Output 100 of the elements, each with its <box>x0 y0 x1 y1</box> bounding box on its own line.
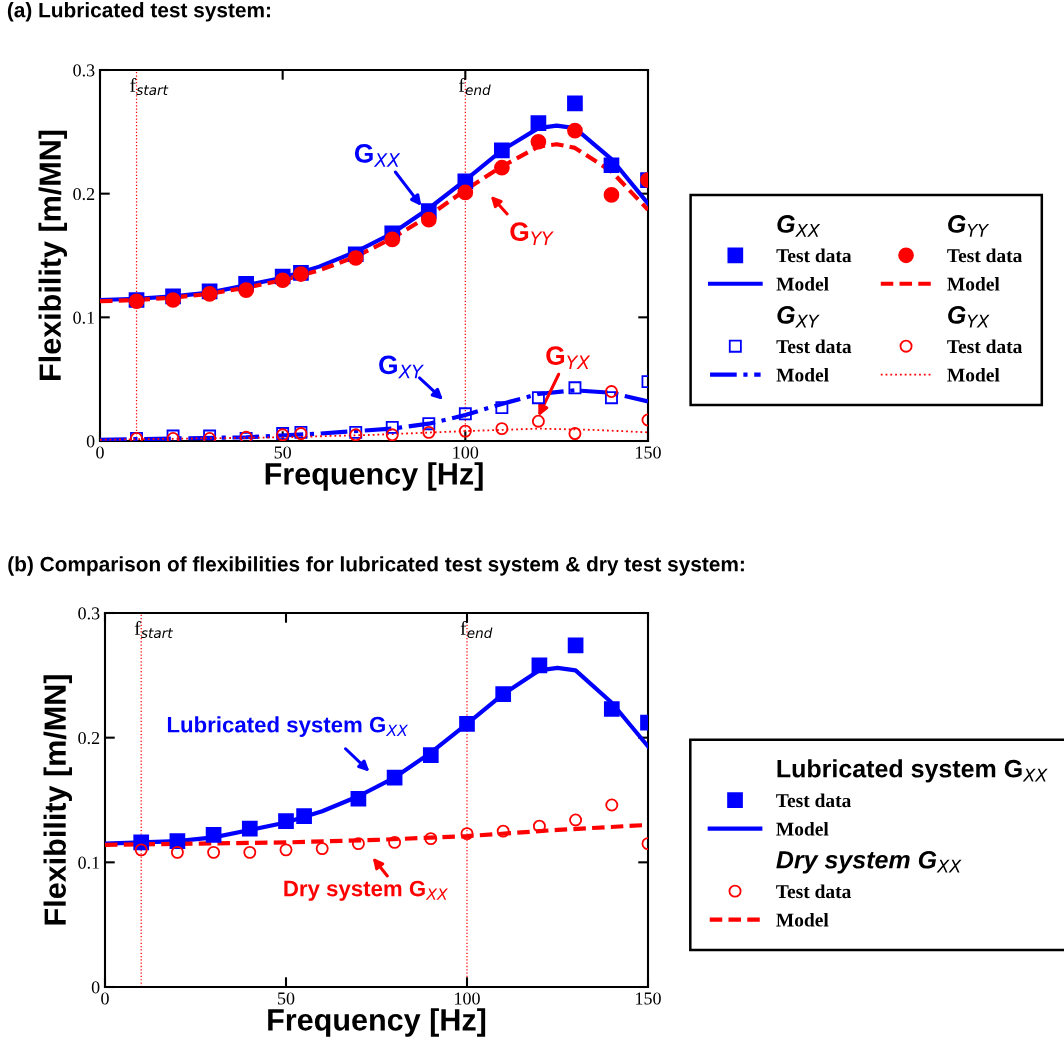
x-tick-label: 0 <box>101 992 109 1005</box>
point <box>568 381 582 395</box>
point <box>460 827 474 841</box>
y-tick-label: 0 <box>91 981 100 994</box>
text: G$_{XX}$ <box>777 215 821 237</box>
point <box>422 417 436 431</box>
point <box>296 808 312 825</box>
legend-label: Test data <box>776 339 852 354</box>
x-tick-label: 150 <box>636 446 661 459</box>
x-tick-label: 100 <box>455 992 480 1005</box>
point <box>457 184 474 201</box>
point <box>567 637 584 654</box>
point <box>496 824 510 838</box>
x-axis-title: Frequency [Hz] <box>265 462 483 491</box>
y-tick-label: 0.1 <box>73 311 95 324</box>
x-tick-label: 150 <box>636 992 661 1005</box>
point <box>568 427 582 441</box>
y-axis-title: Flexibility [m/MN] <box>43 675 73 925</box>
point <box>205 827 222 843</box>
point <box>422 425 436 439</box>
annotation: G$_{XY}$ <box>379 355 424 379</box>
point <box>386 769 403 786</box>
ref-line-label: f$_{start}$ <box>134 621 174 639</box>
point <box>495 401 509 415</box>
point <box>531 414 545 428</box>
y-tick-label: 0.2 <box>73 187 95 201</box>
x-tick-label: 50 <box>278 992 295 1005</box>
point <box>458 407 472 421</box>
point <box>315 842 329 856</box>
point <box>603 157 620 174</box>
point <box>422 747 439 763</box>
point <box>532 819 546 833</box>
point <box>134 843 148 857</box>
y-tick-label: 0.3 <box>78 607 100 620</box>
point <box>388 835 402 849</box>
x-tick-label: 50 <box>274 446 292 459</box>
point <box>605 798 619 812</box>
point <box>531 391 545 405</box>
point <box>385 420 399 434</box>
chart-title: (b) Comparison of flexibilities for lubricated test system & dry test system: <box>8 556 744 576</box>
point <box>170 845 184 859</box>
point <box>459 716 475 732</box>
point <box>238 282 254 298</box>
legend-label: Test data <box>947 339 1023 354</box>
ref-line-label: f$_{end}$ <box>458 78 491 96</box>
legend-label: Model <box>947 367 1000 382</box>
legend-label: Test data <box>776 248 852 263</box>
annotation: G$_{YX}$ <box>546 346 591 369</box>
point <box>494 142 510 159</box>
legend-label: Model <box>776 277 829 291</box>
legend-label: Model <box>947 277 1000 291</box>
annotation: G$_{XX}$ <box>354 144 401 167</box>
point <box>385 428 399 441</box>
point <box>530 133 547 150</box>
point <box>603 701 620 717</box>
point <box>530 115 547 132</box>
point <box>274 272 291 289</box>
legend-label: Model <box>776 367 829 382</box>
point <box>279 843 293 857</box>
text: Lubricated system G$_{XX}$ <box>777 759 1048 783</box>
point <box>494 159 510 176</box>
point <box>347 250 364 266</box>
chart-title: (a) Lubricated test system: <box>7 2 270 22</box>
point <box>350 790 367 807</box>
point <box>567 122 583 139</box>
point <box>420 211 437 228</box>
point <box>165 292 181 308</box>
point <box>243 845 257 859</box>
point <box>495 422 509 436</box>
point <box>605 385 618 398</box>
point <box>241 820 258 837</box>
annotation: G$_{YY}$ <box>510 222 554 246</box>
legend-label: Model <box>776 912 829 927</box>
y-axis-title: Flexibility [m/MN] <box>38 130 68 380</box>
y-tick-label: 0.2 <box>78 731 100 745</box>
legend-label: Test data <box>776 884 852 899</box>
legend-label: Test data <box>776 793 852 808</box>
point <box>569 813 583 827</box>
point <box>605 391 618 405</box>
legend-label: Test data <box>947 248 1023 263</box>
x-tick-label: 100 <box>453 446 479 459</box>
legend-label: Model <box>776 821 829 836</box>
y-tick-label: 0 <box>86 435 95 448</box>
ref-line-label: f$_{end}$ <box>460 621 493 639</box>
text: G$_{YY}$ <box>948 215 990 237</box>
y-tick-label: 0.1 <box>78 856 100 869</box>
ref-line-label: f$_{start}$ <box>130 78 169 96</box>
text: G$_{XY}$ <box>777 305 820 328</box>
point <box>207 845 221 859</box>
text: G$_{YX}$ <box>948 305 990 328</box>
annotation: Dry system G$_{XX}$ <box>284 880 448 901</box>
point <box>278 813 294 830</box>
annotation: Lubricated system G$_{XX}$ <box>167 716 409 737</box>
point <box>531 657 548 674</box>
point <box>424 832 438 846</box>
point <box>351 837 365 851</box>
point <box>495 686 512 702</box>
x-axis-title: Frequency [Hz] <box>268 1008 486 1037</box>
point <box>567 95 583 112</box>
point <box>384 231 401 248</box>
